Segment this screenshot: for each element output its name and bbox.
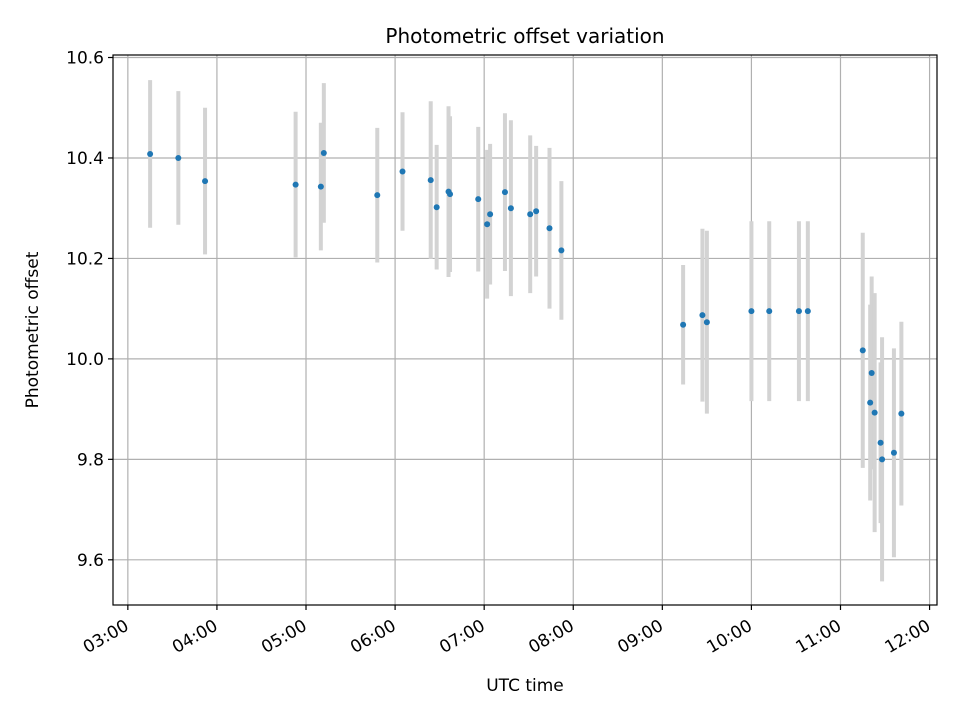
data-point <box>795 308 802 315</box>
data-point <box>317 183 324 190</box>
data-point <box>320 149 327 156</box>
data-point <box>374 192 381 199</box>
data-point <box>699 312 706 319</box>
y-tick-label: 10.4 <box>66 149 104 169</box>
y-tick-label: 10.0 <box>66 350 104 370</box>
data-point <box>292 181 299 188</box>
y-axis-title: Photometric offset <box>23 251 43 408</box>
data-point <box>879 456 886 463</box>
data-point <box>147 150 154 157</box>
data-point <box>399 168 406 175</box>
y-tick-label: 10.6 <box>66 49 104 69</box>
data-point <box>558 247 565 254</box>
data-point <box>447 191 454 198</box>
plot-frame <box>112 54 938 606</box>
data-point <box>868 369 875 376</box>
chart-title: Photometric offset variation <box>385 24 664 48</box>
data-point <box>202 178 209 185</box>
data-point <box>175 154 182 161</box>
data-point <box>867 399 874 406</box>
data-point <box>487 211 494 218</box>
y-tick-label: 9.8 <box>77 450 104 470</box>
data-point <box>427 177 434 184</box>
data-point <box>871 409 878 416</box>
data-point <box>890 449 897 456</box>
data-point <box>546 225 553 232</box>
data-point <box>703 319 710 326</box>
data-point <box>501 189 508 196</box>
y-tick-label: 9.6 <box>77 551 104 571</box>
data-point <box>766 308 773 315</box>
data-point <box>859 347 866 354</box>
data-point <box>507 205 514 212</box>
data-points <box>147 149 905 463</box>
y-tick-label: 10.2 <box>66 249 104 269</box>
data-point <box>748 308 755 315</box>
x-axis-title: UTC time <box>486 676 564 696</box>
data-point <box>898 410 905 417</box>
data-point <box>527 211 534 218</box>
data-point <box>475 196 482 203</box>
data-point <box>484 221 491 228</box>
data-point <box>533 208 540 215</box>
data-point <box>433 204 440 211</box>
data-point <box>877 439 884 446</box>
data-point <box>804 308 811 315</box>
data-point <box>680 321 687 328</box>
